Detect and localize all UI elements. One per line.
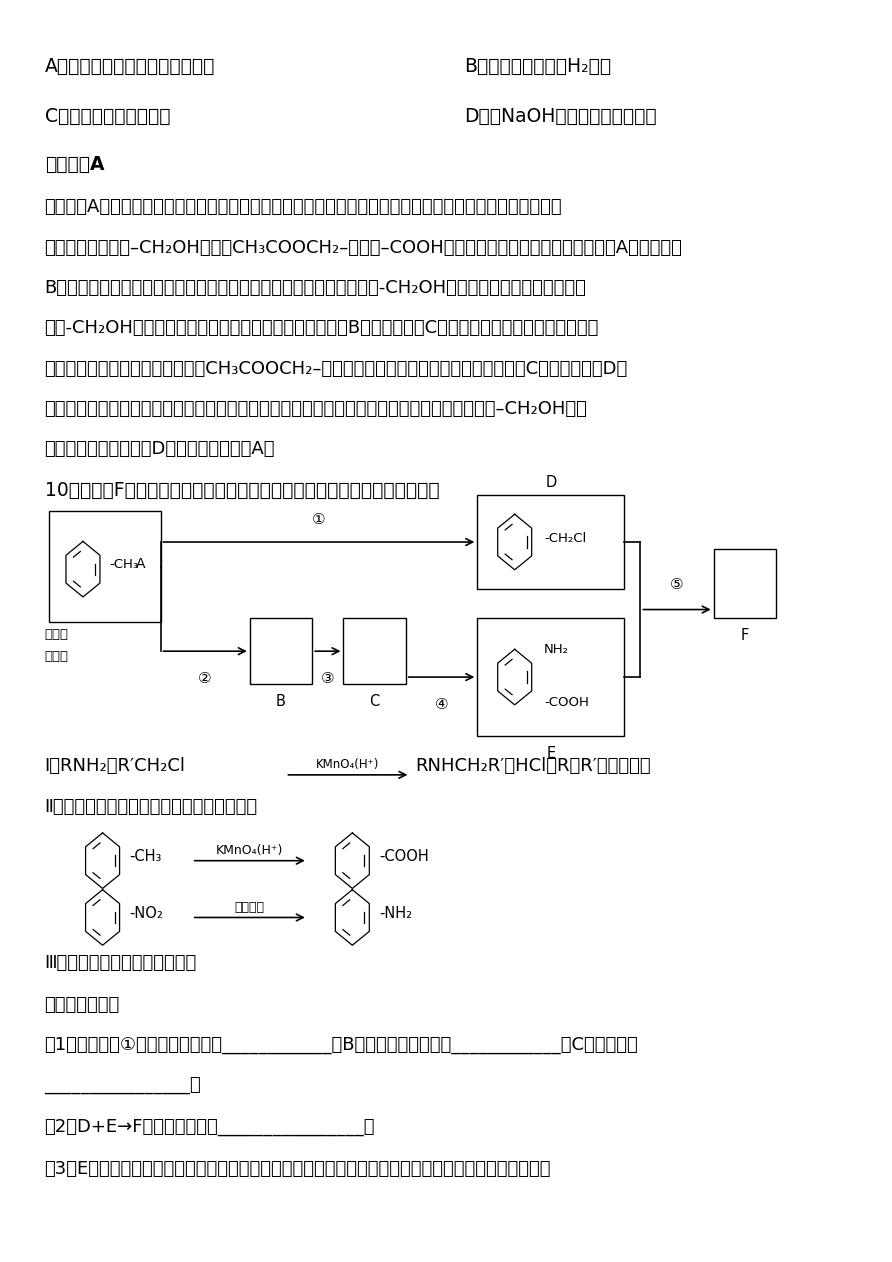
Text: 该有机物与氢氧化钠溶液反应后酯基发生水解，反应生成的醇，原来的手性碳原子现在连接两个–CH₂OH，所: 该有机物与氢氧化钠溶液反应后酯基发生水解，反应生成的醇，原来的手性碳原子现在连接… [45, 400, 588, 418]
Text: 一个溴原子、一个–CH₂OH、一个CH₃COOCH₂–、一个–COOH，所以该原子仍然是手性碳原子，故A符合题意；: 一个溴原子、一个–CH₂OH、一个CH₃COOCH₂–、一个–COOH，所以该原… [45, 239, 682, 256]
Text: Ⅰ．RNH₂＋R′CH₂Cl: Ⅰ．RNH₂＋R′CH₂Cl [45, 757, 186, 775]
Text: -NO₂: -NO₂ [129, 906, 163, 921]
Text: ①: ① [312, 512, 326, 528]
Text: 浓硫酸: 浓硫酸 [45, 628, 69, 641]
Text: ④: ④ [434, 697, 449, 712]
Text: 以没有手性碳原子，故D不符合题意；故选A。: 以没有手性碳原子，故D不符合题意；故选A。 [45, 440, 275, 458]
Bar [343, 618, 406, 684]
Text: B．该有机物在催化剂作用下与氢气反应，即醛基与氢气加成反应生成-CH₂OH，原来的手性碳原子现在连接: B．该有机物在催化剂作用下与氢气反应，即醛基与氢气加成反应生成-CH₂OH，原来… [45, 279, 586, 297]
Text: RNHCH₂R′＋HCl（R和R′代表烃基）: RNHCH₂R′＋HCl（R和R′代表烃基） [415, 757, 650, 775]
Text: ________________。: ________________。 [45, 1076, 202, 1094]
Text: -CH₂Cl: -CH₂Cl [544, 531, 586, 545]
Text: 即原来的手性碳原子现在连接两个CH₃COOCH₂–，所以该物质在反应后没有手性碳原子，故C不符合题意；D．: 即原来的手性碳原子现在连接两个CH₃COOCH₂–，所以该物质在反应后没有手性碳… [45, 360, 628, 377]
Text: F: F [740, 628, 749, 644]
Text: C．与乙酸发生酯化反应: C．与乙酸发生酯化反应 [45, 107, 170, 126]
Text: NH₂: NH₂ [544, 642, 569, 656]
Text: -COOH: -COOH [544, 695, 589, 709]
Text: ③: ③ [321, 671, 334, 687]
Text: KMnO₄(H⁺): KMnO₄(H⁺) [216, 844, 284, 857]
Text: 【答案】A: 【答案】A [45, 155, 104, 174]
Text: A: A [136, 557, 145, 572]
Text: Ⅱ．苯的同系物易被高锰酸钾溶液氧化如下：: Ⅱ．苯的同系物易被高锰酸钾溶液氧化如下： [45, 798, 258, 815]
Bar [250, 618, 312, 684]
Text: D: D [545, 475, 557, 490]
Text: 浓硝酸: 浓硝酸 [45, 650, 69, 663]
Bar [714, 549, 776, 618]
Text: -COOH: -COOH [379, 849, 429, 864]
Bar [477, 495, 624, 589]
Text: （2）D+E→F的化学方程式：________________。: （2）D+E→F的化学方程式：________________。 [45, 1118, 376, 1136]
Text: 10．化合物F是用于制备药品盐酸祛炎痛的中间产物，已知其合成路线如下：: 10．化合物F是用于制备药品盐酸祛炎痛的中间产物，已知其合成路线如下： [45, 481, 439, 500]
Text: D．与NaOH溶液加热条件下反应: D．与NaOH溶液加热条件下反应 [464, 107, 657, 126]
Text: -CH₃: -CH₃ [129, 849, 161, 864]
Text: （1）写出反应①的反应物质和条件____________，B中所含官能团的名称____________，C的结构简式: （1）写出反应①的反应物质和条件____________，B中所含官能团的名称_… [45, 1036, 639, 1054]
Text: 一定条件: 一定条件 [235, 901, 265, 914]
Text: B．催化剂作用下与H₂反应: B．催化剂作用下与H₂反应 [464, 57, 611, 76]
Text: 回答下列问题：: 回答下列问题： [45, 996, 120, 1013]
Text: B: B [276, 694, 286, 709]
Text: E: E [546, 746, 556, 761]
Text: -NH₂: -NH₂ [379, 906, 412, 921]
Bar [49, 511, 161, 622]
Text: -CH₃: -CH₃ [110, 558, 139, 570]
Text: KMnO₄(H⁺): KMnO₄(H⁺) [316, 758, 380, 771]
Text: A．与银氨溶液作用发生银镜反应: A．与银氨溶液作用发生银镜反应 [45, 57, 215, 76]
Text: ②: ② [198, 671, 212, 687]
Text: 两个-CH₂OH，所以反应后，该物质中没有手性碳原子，故B不符合题意；C．该有机物与乙酸反应生成的酯，: 两个-CH₂OH，所以反应后，该物质中没有手性碳原子，故B不符合题意；C．该有机… [45, 319, 599, 337]
Text: ⑤: ⑤ [670, 577, 684, 592]
Text: Ⅲ．苯胺具有弱碱性，易氧化。: Ⅲ．苯胺具有弱碱性，易氧化。 [45, 954, 197, 972]
Text: 【解析】A．该有机物与银氨溶液反应后的生成的有机物中，原来的手性碳原子现在连接的原子或原子团是：: 【解析】A．该有机物与银氨溶液反应后的生成的有机物中，原来的手性碳原子现在连接的… [45, 198, 562, 216]
Text: C: C [369, 694, 380, 709]
Bar [477, 618, 624, 736]
Text: （3）E的一种同分异构体（对位氨基）在一定条件下，可聚合成热固性很好的功能高分子，写出合成此高: （3）E的一种同分异构体（对位氨基）在一定条件下，可聚合成热固性很好的功能高分子… [45, 1160, 551, 1177]
